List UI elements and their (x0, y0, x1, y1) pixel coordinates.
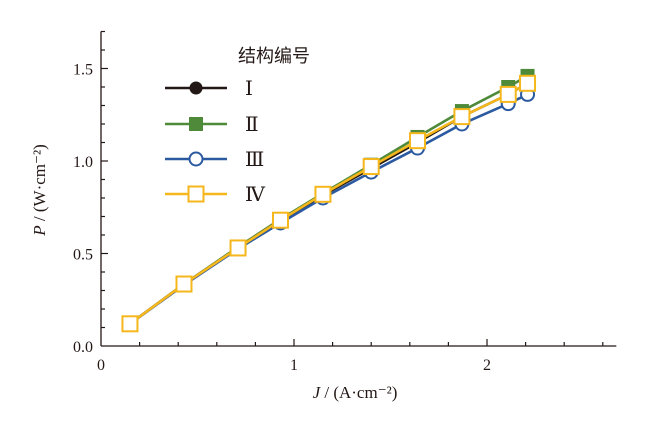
data-point (519, 74, 537, 92)
y-tick-label: 0.5 (73, 247, 93, 264)
y-tick-label: 0.0 (73, 339, 93, 356)
data-point (499, 85, 517, 103)
legend-marker (187, 185, 205, 203)
data-point (453, 108, 471, 126)
legend-entry-1: Ⅰ (165, 78, 253, 100)
x-tick-label: 1 (290, 357, 298, 374)
y-tick-label: 1.0 (73, 154, 93, 171)
legend-marker (189, 117, 203, 131)
legend-marker (189, 81, 203, 95)
data-point (229, 239, 247, 257)
data-point (314, 185, 332, 203)
y-axis-label: P / (W·cm⁻²) (30, 144, 49, 236)
legend-marker (188, 151, 204, 167)
y-tick-label: 1.5 (73, 62, 93, 79)
legend-label: Ⅲ (245, 149, 264, 171)
data-point (362, 158, 380, 176)
axes: 0 1 2 0.0 0.5 1.0 1.5 (73, 30, 617, 374)
data-point (271, 211, 289, 229)
data-point (409, 132, 427, 150)
legend-entry-2: Ⅱ (165, 114, 259, 136)
legend-label: Ⅰ (245, 78, 253, 100)
legend: 结构编号 Ⅰ Ⅱ Ⅲ Ⅳ (165, 46, 310, 206)
series-line (129, 82, 529, 325)
legend-entry-4: Ⅳ (165, 184, 266, 206)
series-4 (121, 74, 537, 333)
x-tick-label: 0 (97, 357, 105, 374)
legend-label: Ⅳ (245, 184, 266, 206)
x-axis-label: J / (A·cm⁻²) (313, 383, 398, 402)
x-tick-label: 2 (483, 357, 491, 374)
legend-label: Ⅱ (245, 114, 259, 136)
data-point (175, 275, 193, 293)
legend-entry-3: Ⅲ (165, 149, 264, 171)
legend-title: 结构编号 (238, 46, 310, 67)
data-point (121, 315, 139, 333)
series-layer (121, 68, 537, 333)
